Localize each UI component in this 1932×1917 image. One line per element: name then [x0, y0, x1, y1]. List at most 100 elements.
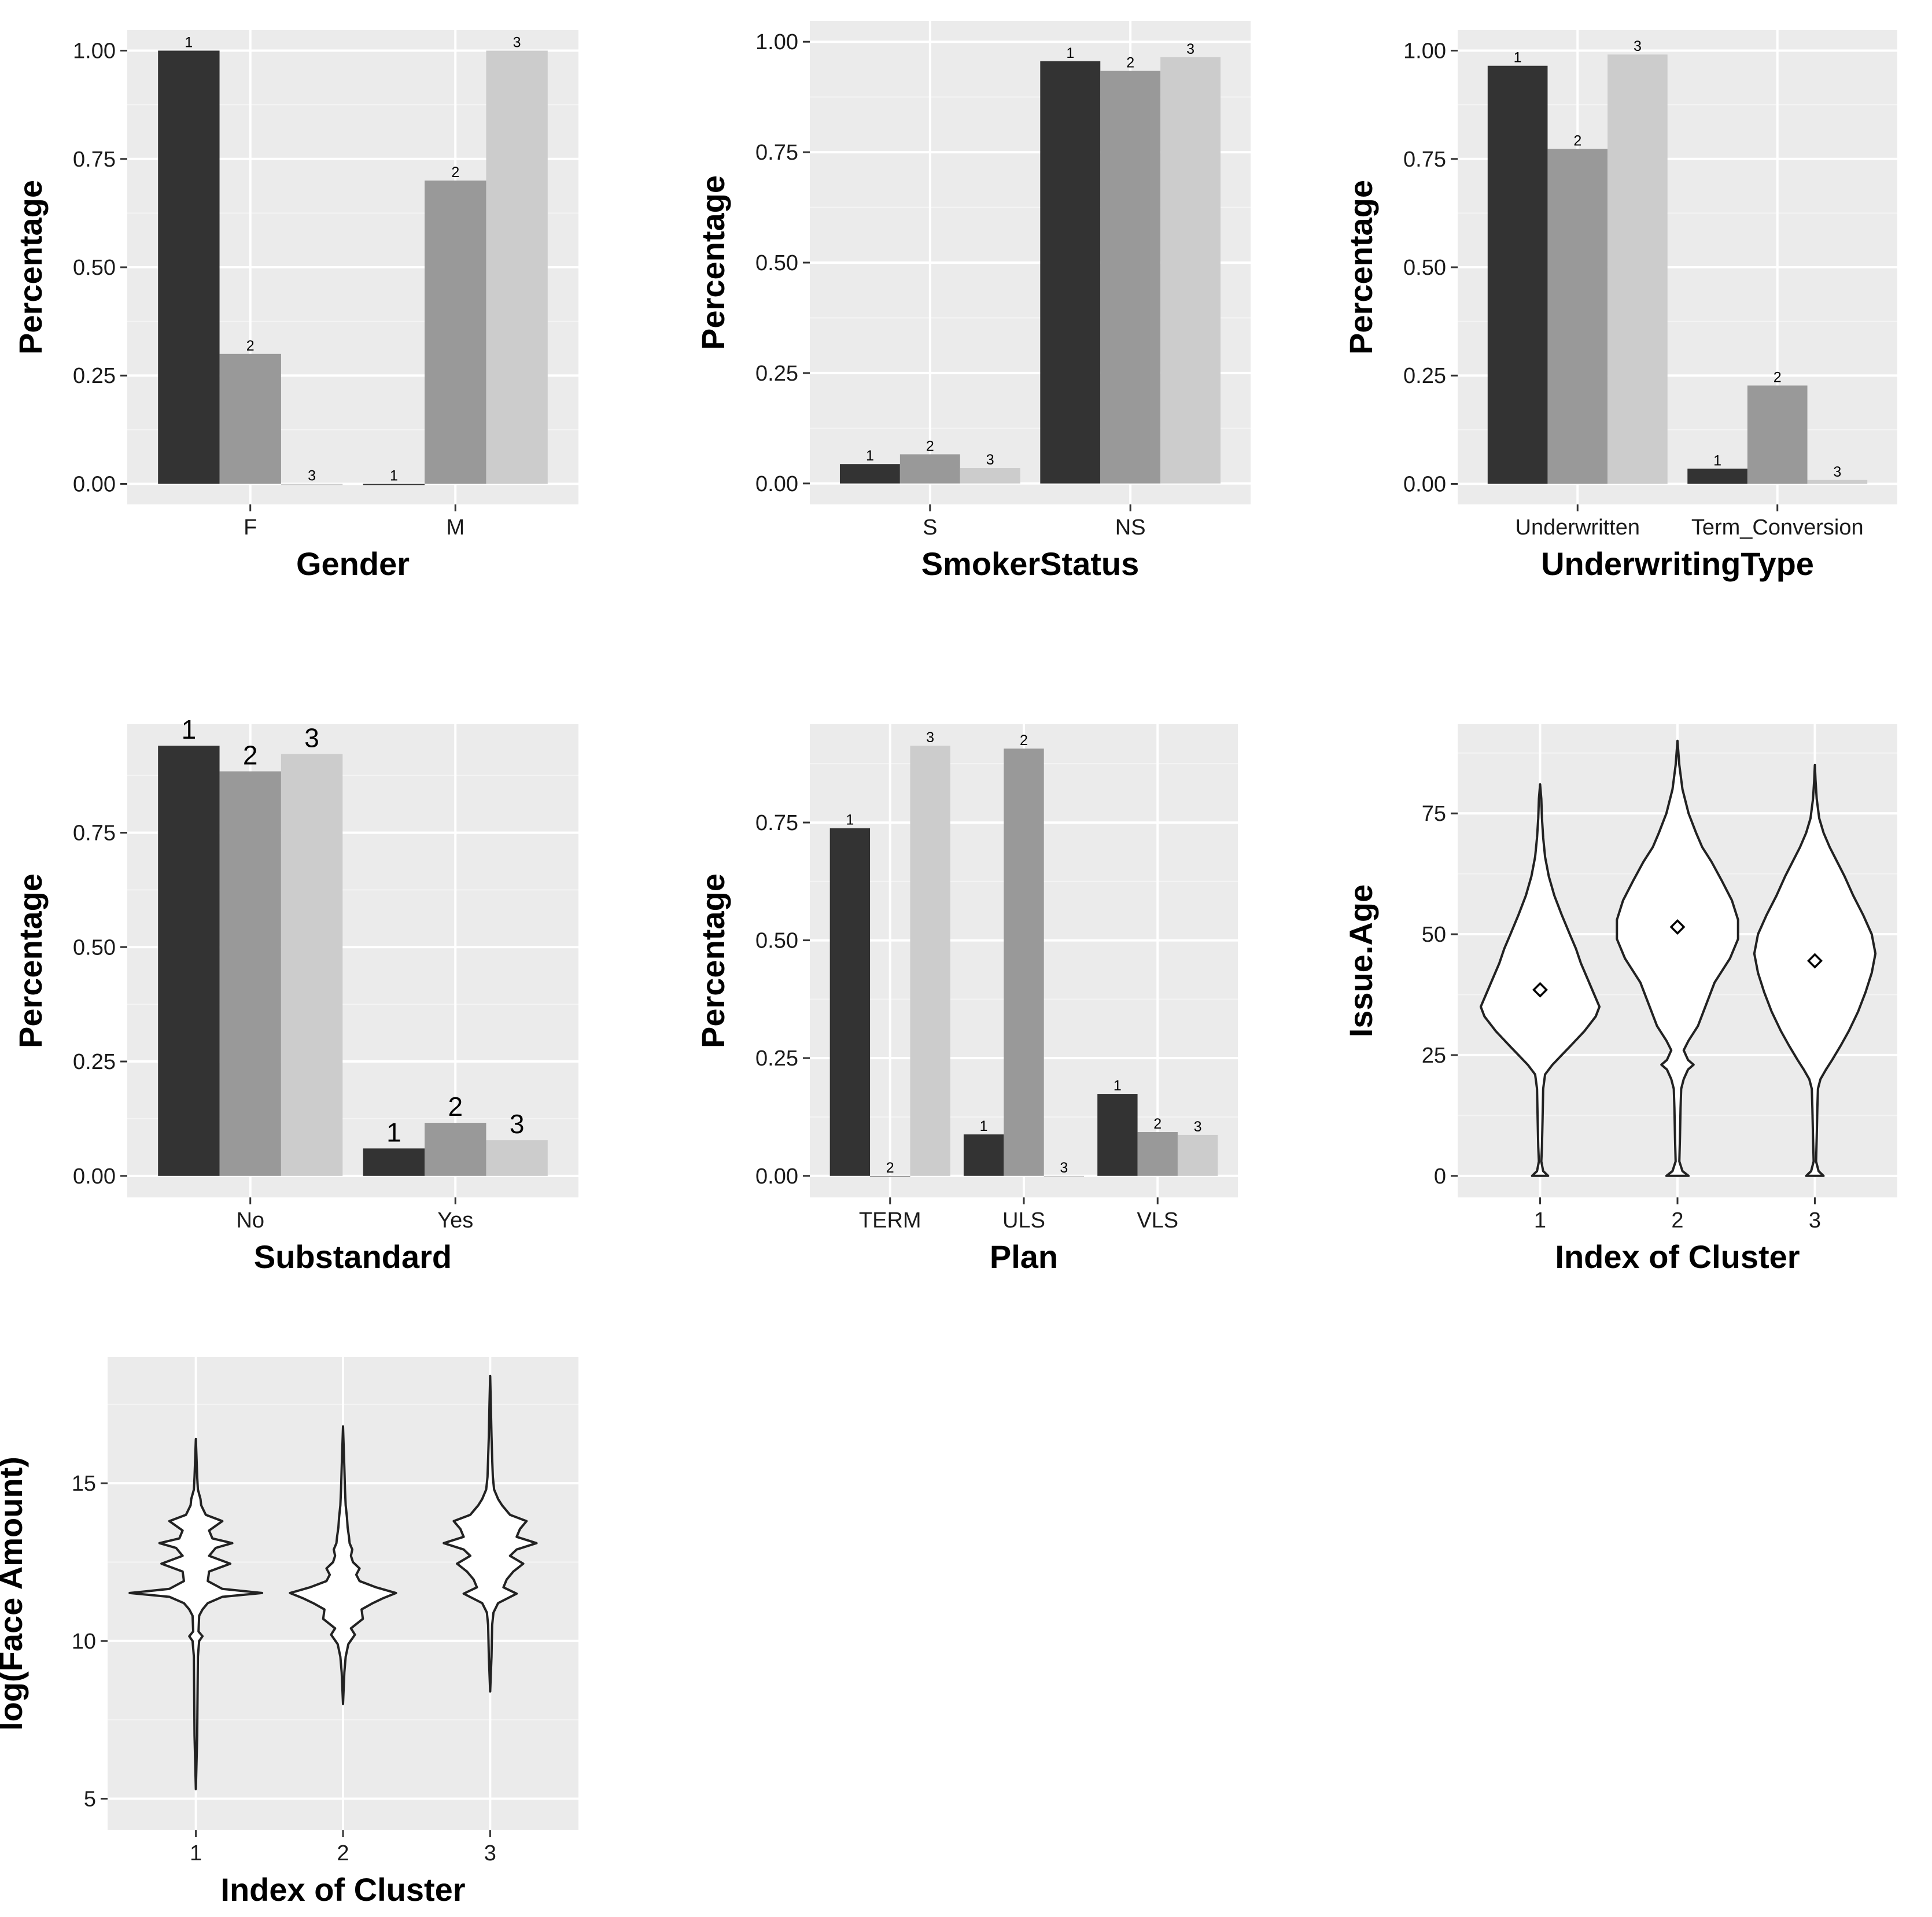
x-axis-title: Gender [296, 545, 410, 582]
bar-data-label: 2 [1774, 369, 1782, 385]
bar-data-label: 2 [451, 164, 459, 180]
violin-cluster3 [1753, 764, 1877, 1177]
panel-gender: 0.00 0.25 0.50 0.75 1.00 F M 1 1 2 2 3 3 Gender Percen… [12, 30, 578, 582]
bar-cluster2-Underwritten [1547, 149, 1608, 484]
bar-cluster3-No [281, 754, 343, 1176]
y-tick-label: 15 [72, 1472, 96, 1496]
violin-cluster3 [443, 1374, 538, 1693]
y-axis-title: Percentage [12, 873, 49, 1048]
bar-data-label: 3 [1833, 464, 1841, 480]
x-tick-label: 2 [337, 1841, 349, 1866]
x-tick-label: Underwritten [1516, 515, 1640, 540]
panel-face_amount: 5 10 15 1 2 3 Index of Cluster log(Face Amount) [0, 1357, 578, 1908]
bar-data-label: 2 [246, 338, 255, 354]
x-tick-label: TERM [859, 1208, 921, 1233]
x-tick-label: 3 [484, 1841, 496, 1866]
violin-cluster1 [1479, 783, 1601, 1177]
bar-cluster2-ULS [1004, 749, 1044, 1176]
x-tick-label: S [923, 515, 937, 540]
bar-cluster1-VLS [1097, 1094, 1138, 1176]
x-axis-title: Plan [990, 1238, 1058, 1275]
bar-data-label: 1 [846, 812, 854, 828]
x-tick-label: 2 [1671, 1208, 1683, 1233]
bar-cluster2-NS [1100, 71, 1161, 484]
y-tick-label: 0.50 [73, 935, 116, 960]
violin-cluster2 [289, 1425, 397, 1705]
bar-cluster3-VLS [1177, 1134, 1218, 1176]
bar-data-label: 2 [1153, 1116, 1162, 1132]
bar-cluster1-Yes [363, 1148, 425, 1176]
bar-cluster1-ULS [963, 1134, 1004, 1176]
bar-cluster3-F [281, 484, 343, 485]
bar-data-label: 3 [304, 722, 319, 753]
bar-cluster2-Term_Conversion [1747, 385, 1808, 484]
bar-cluster3-Underwritten [1607, 54, 1668, 484]
bar-data-label: 3 [510, 1109, 525, 1139]
bar-data-label: 2 [1126, 55, 1134, 71]
bar-cluster2-Yes [425, 1123, 486, 1176]
bar-cluster3-ULS [1044, 1175, 1085, 1177]
y-tick-label: 0.00 [755, 472, 798, 496]
bar-cluster2-VLS [1137, 1132, 1178, 1176]
y-tick-label: 0.50 [73, 256, 116, 280]
bar-cluster1-F [158, 50, 220, 484]
bar-data-label: 3 [1060, 1160, 1068, 1176]
bar-cluster1-TERM [829, 828, 871, 1176]
x-tick-label: NS [1115, 515, 1146, 540]
x-axis-title: Index of Cluster [220, 1871, 465, 1908]
y-axis-title: Issue.Age [1343, 884, 1379, 1038]
mean-marker [1669, 919, 1686, 935]
y-tick-label: 0.25 [755, 362, 798, 386]
bar-data-label: 2 [926, 438, 934, 454]
x-axis-title: Substandard [254, 1238, 452, 1275]
bar-cluster1-NS [1040, 61, 1101, 484]
bar-cluster2-F [219, 353, 281, 484]
x-axis-title: Index of Cluster [1555, 1238, 1800, 1275]
bar-data-label: 1 [1066, 45, 1074, 61]
violin-cluster1 [128, 1437, 264, 1791]
x-axis-title: UnderwritingType [1541, 545, 1814, 582]
y-tick-label: 0.50 [755, 251, 798, 275]
x-tick-label: VLS [1137, 1208, 1178, 1233]
y-tick-label: 0.75 [755, 141, 798, 165]
bar-cluster3-Term_Conversion [1807, 480, 1868, 484]
x-tick-label: ULS [1002, 1208, 1045, 1233]
bar-data-label: 1 [390, 467, 398, 484]
bar-cluster3-S [960, 468, 1020, 484]
y-tick-label: 50 [1422, 923, 1446, 947]
panel-smoker: 0.00 0.25 0.50 0.75 1.00 S NS 1 1 2 2 3 3 SmokerStatu… [695, 21, 1251, 582]
bar-data-label: 1 [980, 1118, 988, 1134]
y-tick-label: 1.00 [755, 30, 798, 54]
y-axis-title: Percentage [1343, 180, 1379, 355]
bar-data-label: 3 [1186, 41, 1194, 57]
y-tick-label: 25 [1422, 1044, 1446, 1068]
bar-data-label: 2 [1020, 732, 1028, 749]
bar-data-label: 1 [866, 448, 874, 464]
y-tick-label: 5 [84, 1787, 96, 1811]
panel-substandard: 0.00 0.25 0.50 0.75 No Yes 1 1 2 2 3 3 Substandard Pe… [12, 714, 578, 1275]
bar-data-label: 3 [986, 452, 994, 468]
bar-cluster2-M [425, 180, 486, 484]
x-tick-label: M [446, 515, 464, 540]
bar-cluster3-Yes [486, 1140, 548, 1176]
y-tick-label: 0.00 [755, 1164, 798, 1189]
y-tick-label: 10 [72, 1630, 96, 1654]
bar-cluster2-TERM [870, 1175, 910, 1177]
x-tick-label: 1 [1534, 1208, 1546, 1233]
x-tick-label: Yes [437, 1208, 473, 1233]
y-tick-label: 1.00 [73, 39, 116, 64]
bar-cluster1-Underwritten [1487, 65, 1548, 484]
bar-cluster1-Term_Conversion [1687, 469, 1747, 484]
panel-issue_age: 0 25 50 75 1 2 3 Index of Cluster Issue.Age [1343, 724, 1897, 1275]
y-tick-label: 0.00 [73, 1164, 116, 1189]
violin-cluster2 [1616, 739, 1739, 1177]
bar-data-label: 3 [1634, 38, 1642, 54]
x-tick-label: F [244, 515, 257, 540]
bar-cluster1-M [363, 484, 425, 485]
bar-data-label: 3 [513, 35, 521, 51]
bar-data-label: 1 [1114, 1078, 1122, 1094]
x-axis-title: SmokerStatus [921, 545, 1140, 582]
x-tick-label: 1 [190, 1841, 202, 1866]
y-tick-label: 0.50 [1403, 256, 1446, 280]
bar-cluster2-No [219, 771, 281, 1176]
